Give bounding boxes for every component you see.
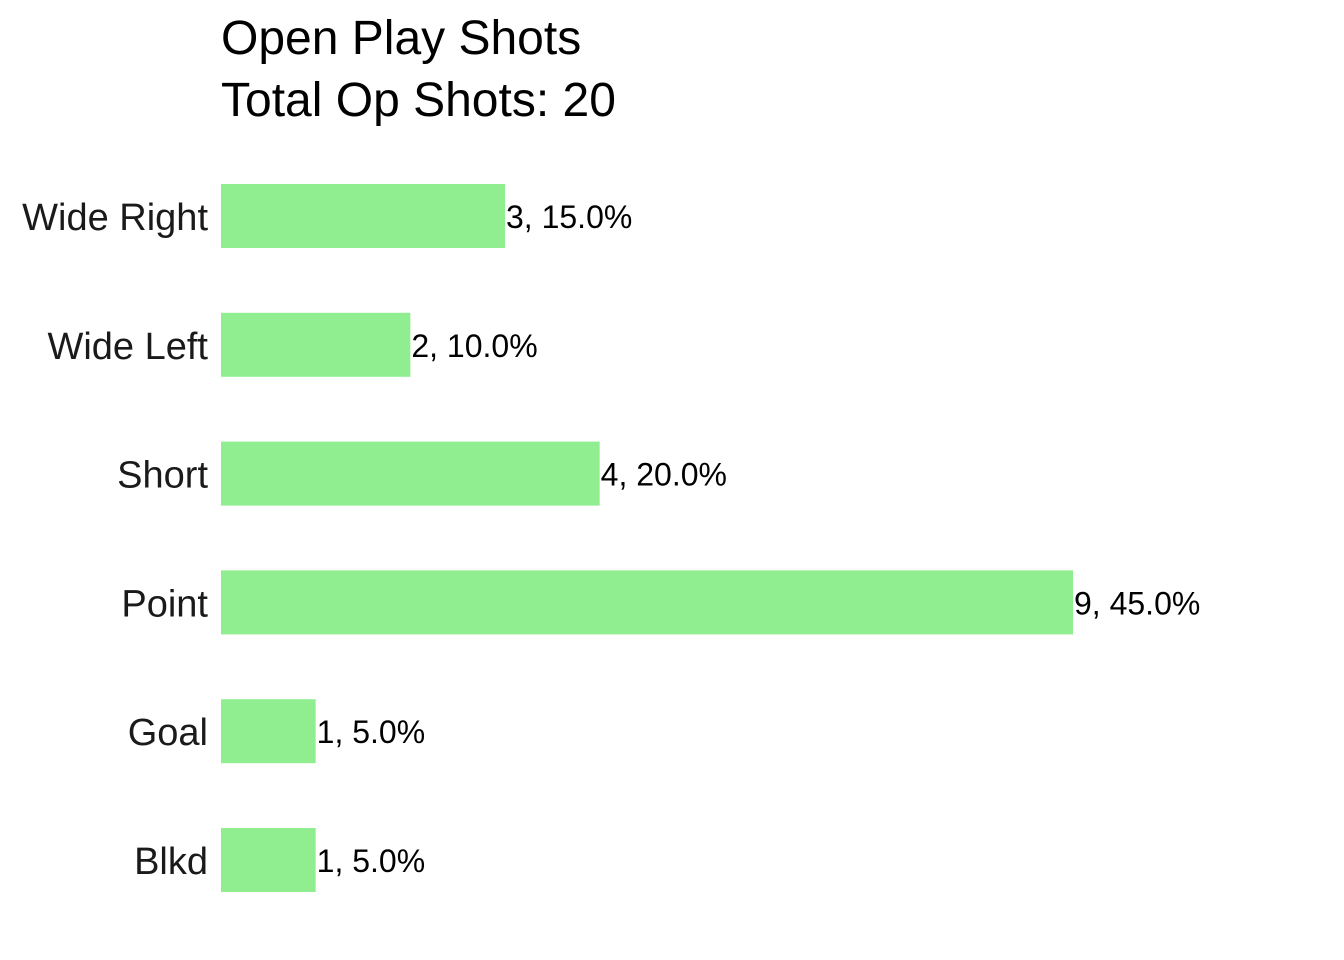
data-label-wide-left: 2, 10.0% [411,328,537,364]
data-label-wide-right: 3, 15.0% [506,199,632,235]
chart-subtitle: Total Op Shots: 20 [221,74,616,127]
category-label-wide-right: Wide Right [22,197,208,239]
category-label-short: Short [117,455,208,497]
bars-group: Wide Right 3, 15.0% Wide Left 2, 10.0% Short… [22,184,1200,892]
category-label-blkd: Blkd [134,841,208,883]
data-label-blkd: 1, 5.0% [317,843,426,879]
bar-wide-right [221,184,505,248]
bar-blkd [221,828,316,892]
bar-short [221,441,600,506]
chart-title: Open Play Shots [221,12,581,65]
data-label-point: 9, 45.0% [1074,585,1200,621]
category-label-goal: Goal [128,712,208,754]
category-label-point: Point [121,583,208,625]
bar-wide-left [221,312,411,377]
data-label-goal: 1, 5.0% [317,714,426,750]
bar-point [221,570,1073,635]
bar-goal [221,699,316,764]
category-label-wide-left: Wide Left [47,326,208,368]
data-label-short: 4, 20.0% [601,457,727,493]
